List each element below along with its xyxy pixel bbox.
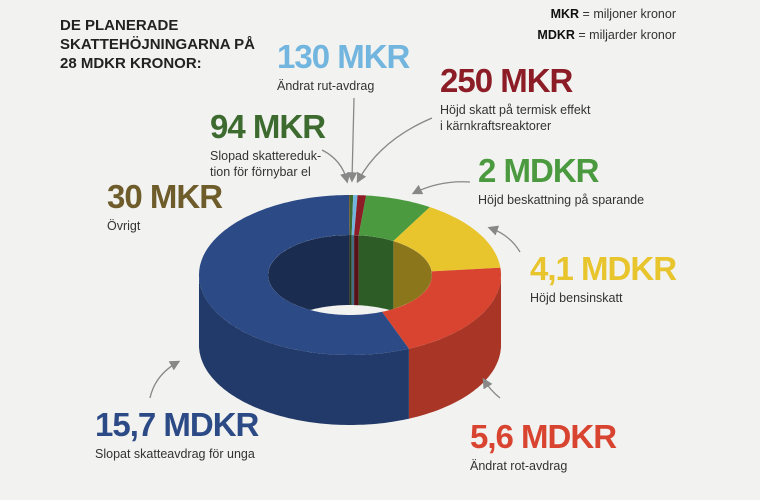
value-label: 250 MKR — [440, 62, 573, 99]
slice — [350, 195, 354, 235]
title: DE PLANERADE SKATTEHÖJNINGARNA PÅ 28 MDK… — [60, 17, 256, 72]
slice-side — [408, 275, 501, 419]
value-label: 130 MKR — [277, 38, 410, 75]
slice-inner-side — [393, 241, 432, 315]
slice-label: 4,1 MDKR Höjd bensinskatt — [530, 250, 677, 306]
slice-label: 2 MDKR Höjd beskattning på sparande — [478, 152, 644, 208]
value-label: 2 MDKR — [478, 152, 600, 189]
outer-walls — [199, 275, 501, 425]
slice-inner-side — [349, 235, 350, 305]
slice — [199, 195, 409, 355]
slice — [393, 207, 501, 272]
key-row: MDKR = miljarder kronor — [537, 25, 676, 46]
slice-label: 250 MKR Höjd skatt på termisk effekt i kä… — [440, 62, 591, 134]
slice — [382, 267, 501, 349]
slice — [349, 195, 350, 235]
category-label: Höjd skatt på termisk effekt i kärnkraft… — [440, 103, 591, 133]
slice-inner-side — [358, 235, 394, 311]
slice-inner-side — [351, 235, 355, 306]
key-meaning: = miljarder kronor — [578, 28, 676, 42]
value-label: 15,7 MDKR — [95, 406, 259, 443]
slice-label: 130 MKR Ändrat rut-avdrag — [277, 38, 410, 94]
category-label: Slopat skatteavdrag för unga — [95, 447, 255, 461]
slice-inner-side — [350, 235, 352, 305]
slice-inner-side — [354, 235, 359, 306]
category-label: Övrigt — [107, 219, 141, 233]
value-label: 5,6 MDKR — [470, 418, 617, 455]
key-meaning: = miljoner kronor — [582, 7, 676, 21]
key: MKR = miljoner kronor MDKR = miljarder k… — [537, 4, 676, 46]
slice-label: 30 MKR Övrigt — [107, 178, 223, 234]
category-label: Höjd beskattning på sparande — [478, 193, 645, 207]
value-label: 4,1 MDKR — [530, 250, 677, 287]
slice-inner-side — [268, 235, 350, 315]
arrows — [149, 97, 521, 399]
value-label: 94 MKR — [210, 108, 326, 145]
slice-side — [199, 275, 409, 425]
slice — [358, 195, 430, 241]
category-label: Ändrat rut-avdrag — [277, 79, 375, 93]
category-label: Slopad skattereduk- tion för förnybar el — [210, 149, 322, 179]
value-label: 30 MKR — [107, 178, 223, 215]
category-label: Ändrat rot-avdrag — [470, 459, 568, 473]
slice — [351, 195, 358, 236]
slice-label: 94 MKR Slopad skattereduk- tion för förny… — [210, 108, 326, 180]
key-abbr: MKR — [550, 7, 580, 21]
key-row: MKR = miljoner kronor — [537, 4, 676, 25]
inner-walls — [268, 235, 432, 315]
slice — [354, 195, 367, 236]
key-abbr: MDKR — [537, 28, 575, 42]
top-faces — [199, 195, 501, 355]
category-label: Höjd bensinskatt — [530, 291, 623, 305]
slice-label: 15,7 MDKR Slopat skatteavdrag för unga — [95, 406, 259, 462]
donut — [199, 195, 501, 425]
slice-label: 5,6 MDKR Ändrat rot-avdrag — [470, 418, 617, 474]
